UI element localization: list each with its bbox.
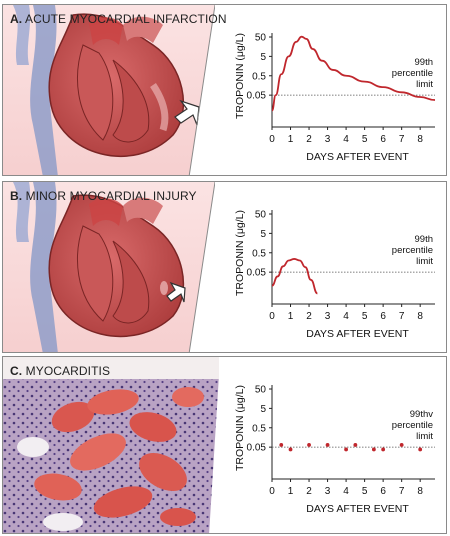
threshold-label: 99thv — [410, 409, 433, 420]
panel-minor-injury: B. MINOR MYOCARDIAL INJURY 0.05 0.5 5 50 0 1 2… — [2, 181, 447, 353]
y-tick-label: 0.5 — [252, 423, 266, 434]
arrow-icon — [174, 99, 200, 126]
y-tick-label: 5 — [260, 404, 266, 415]
troponin-series-line — [271, 258, 318, 295]
y-tick-label: 5 — [260, 52, 266, 63]
x-tick-label: 7 — [399, 311, 405, 322]
heart-illustration-infarction — [3, 5, 215, 175]
heart-illustration-minor-injury — [3, 182, 215, 352]
panel-title: C. MYOCARDITIS — [10, 364, 111, 378]
y-tick-label: 50 — [255, 385, 267, 396]
panel-title: A. ACUTE MYOCARDIAL INFARCTION — [10, 12, 227, 26]
x-tick-label: 8 — [417, 486, 423, 497]
x-axis-label: DAYS AFTER EVENT — [306, 328, 409, 340]
histology-image — [3, 357, 219, 533]
y-tick-label: 0.05 — [247, 268, 267, 279]
troponin-point — [288, 447, 293, 452]
troponin-series-line — [271, 35, 436, 112]
troponin-point — [344, 447, 348, 452]
y-tick-label: 50 — [255, 33, 267, 44]
y-tick-label: 0.5 — [252, 248, 266, 259]
x-tick-label: 3 — [325, 134, 331, 145]
x-tick-label: 2 — [306, 311, 312, 322]
x-tick-label: 6 — [380, 134, 386, 145]
x-tick-label: 5 — [362, 486, 368, 497]
x-tick-label: 5 — [362, 134, 368, 145]
threshold-label: limit — [416, 79, 433, 90]
troponin-point — [399, 443, 404, 447]
panel-acute-mi: A. ACUTE MYOCARDIAL INFARCTION 0.05 0.5 5 5… — [2, 4, 447, 176]
x-tick-label: 2 — [306, 486, 312, 497]
troponin-point — [381, 447, 386, 452]
troponin-point — [325, 443, 330, 447]
x-tick-label: 3 — [325, 486, 331, 497]
y-axis-label: TROPONIN (μg/L) — [234, 210, 246, 296]
troponin-point — [418, 447, 423, 452]
x-tick-label: 1 — [288, 134, 294, 145]
threshold-label: limit — [416, 256, 433, 267]
threshold-label: 99th — [415, 57, 434, 68]
threshold-label: percentile — [392, 420, 433, 431]
x-tick-label: 7 — [399, 134, 405, 145]
arrow-icon — [166, 281, 186, 303]
y-axis-label: TROPONIN (μg/L) — [234, 33, 246, 119]
y-tick-label: 0.5 — [252, 71, 266, 82]
y-tick-label: 50 — [255, 210, 267, 221]
troponin-point — [371, 447, 376, 452]
threshold-label: percentile — [392, 245, 433, 256]
x-tick-label: 1 — [288, 311, 294, 322]
y-tick-label: 0.05 — [247, 443, 267, 454]
x-tick-label: 6 — [380, 486, 386, 497]
troponin-chart: 0.05 0.5 5 50 0 1 2 3 4 5 6 7 8 DAYS AFTER EVENT TROPO… — [234, 210, 435, 340]
x-tick-label: 6 — [380, 311, 386, 322]
x-tick-label: 4 — [343, 311, 349, 322]
x-tick-label: 7 — [399, 486, 405, 497]
x-tick-label: 0 — [269, 486, 275, 497]
x-tick-label: 0 — [269, 311, 275, 322]
x-tick-label: 4 — [343, 486, 349, 497]
x-tick-label: 2 — [306, 134, 312, 145]
troponin-point — [307, 443, 311, 447]
panel-myocarditis: C. MYOCARDITIS 0.05 0.5 5 50 0 1 2 3 4 5 6 7 8 DAYS A… — [2, 356, 447, 534]
x-tick-label: 8 — [417, 311, 423, 322]
troponin-point — [279, 443, 284, 447]
y-axis-label: TROPONIN (μg/L) — [234, 385, 246, 471]
troponin-point — [353, 443, 358, 447]
troponin-chart: 0.05 0.5 5 50 0 1 2 3 4 5 6 7 8 DAYS AFTER EVENT TROPO… — [234, 33, 436, 163]
threshold-label: limit — [416, 431, 433, 442]
x-tick-label: 3 — [325, 311, 331, 322]
threshold-label: percentile — [392, 68, 433, 79]
x-tick-label: 0 — [269, 134, 275, 145]
y-tick-label: 0.05 — [247, 91, 267, 102]
y-tick-label: 5 — [260, 229, 266, 240]
troponin-chart: 0.05 0.5 5 50 0 1 2 3 4 5 6 7 8 DAYS AFTER EVENT TROPO… — [234, 385, 435, 515]
x-tick-label: 1 — [288, 486, 294, 497]
x-axis-label: DAYS AFTER EVENT — [306, 151, 409, 163]
threshold-label: 99th — [415, 234, 434, 245]
x-axis-label: DAYS AFTER EVENT — [306, 503, 409, 515]
x-tick-label: 4 — [343, 134, 349, 145]
panel-title: B. MINOR MYOCARDIAL INJURY — [10, 189, 197, 203]
x-tick-label: 8 — [417, 134, 423, 145]
x-tick-label: 5 — [362, 311, 368, 322]
